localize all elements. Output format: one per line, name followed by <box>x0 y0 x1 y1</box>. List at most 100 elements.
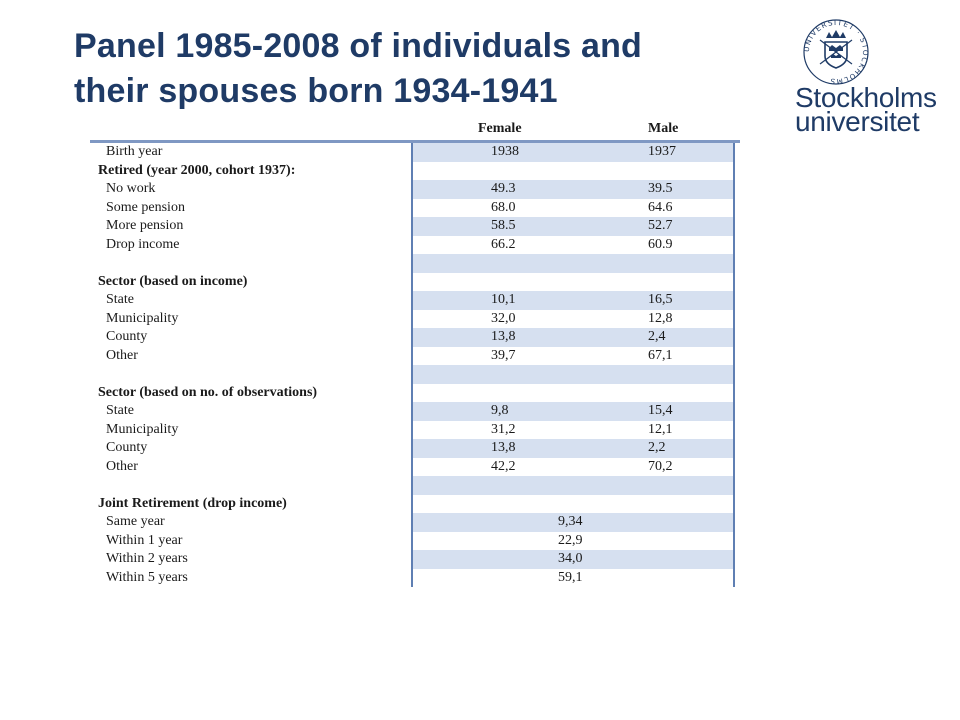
female-value: 58.5 <box>491 218 516 233</box>
joint-value: 22,9 <box>558 532 583 548</box>
table-row: Municipality 32,0 12,8 <box>92 309 736 328</box>
male-value: 60.9 <box>648 236 673 252</box>
row-label: State <box>106 403 134 418</box>
row-label: Within 1 year <box>106 532 183 548</box>
female-value: 32,0 <box>491 310 516 326</box>
female-value: 68.0 <box>491 199 516 215</box>
row-values: 58.5 52.7 <box>411 217 735 236</box>
female-value: 31,2 <box>491 421 516 437</box>
row-label: Municipality <box>106 310 179 326</box>
table-row: County 13,8 2,4 <box>92 328 736 347</box>
table-row: Birth year 1938 1937 <box>92 143 736 162</box>
row-label: No work <box>106 181 156 196</box>
row-values: 13,8 2,2 <box>411 439 735 458</box>
female-value: 9,8 <box>491 403 509 418</box>
female-value: 49.3 <box>491 181 516 196</box>
table-section-heading: Sector (based on income) <box>92 272 736 291</box>
male-value: 2,2 <box>648 440 666 455</box>
female-value: 13,8 <box>491 329 516 344</box>
joint-value: 59,1 <box>558 569 583 585</box>
row-label: Joint Retirement (drop income) <box>98 495 287 511</box>
female-value: 66.2 <box>491 236 516 252</box>
female-value: 39,7 <box>491 347 516 363</box>
row-label: Municipality <box>106 421 179 437</box>
header-female: Female <box>478 121 522 136</box>
male-value: 15,4 <box>648 403 673 418</box>
header-rule <box>90 140 740 143</box>
row-values: 9,8 15,4 <box>411 402 735 421</box>
table-row: No work 49.3 39.5 <box>92 180 736 199</box>
table-section-heading: Retired (year 2000, cohort 1937): <box>92 161 736 180</box>
row-values: 49.3 39.5 <box>411 180 735 199</box>
table-row: Other 39,7 67,1 <box>92 346 736 365</box>
university-seal-icon: UNIVERSITET · STOCKHOLMS <box>802 18 869 86</box>
female-value: 10,1 <box>491 292 516 307</box>
row-label: Sector (based on income) <box>98 273 248 289</box>
row-values: 59,1 <box>411 568 735 587</box>
table-row: Same year 9,34 <box>92 513 736 532</box>
table-row: Within 5 years 59,1 <box>92 568 736 587</box>
row-values <box>411 494 735 513</box>
row-values: 34,0 <box>411 550 735 569</box>
table-row <box>92 476 736 495</box>
table-row: State 10,1 16,5 <box>92 291 736 310</box>
row-label: Birth year <box>106 144 163 159</box>
row-values: 10,1 16,5 <box>411 291 735 310</box>
table-row <box>92 254 736 273</box>
table-row: State 9,8 15,4 <box>92 402 736 421</box>
table-body: Birth year 1938 1937 Retired (year 2000, co… <box>92 143 736 587</box>
header-male: Male <box>648 121 679 136</box>
row-label: Other <box>106 458 138 474</box>
table-row: Within 1 year 22,9 <box>92 531 736 550</box>
statistics-table: Female Male Birth year 1938 1937 Retired (y… <box>90 120 740 587</box>
male-value: 67,1 <box>648 347 673 363</box>
row-values <box>411 365 735 384</box>
title-line-1: Panel 1985-2008 of individuals and <box>74 27 643 65</box>
row-label: Other <box>106 347 138 363</box>
row-label: Within 2 years <box>106 551 188 566</box>
row-label: County <box>106 440 148 455</box>
row-label: Sector (based on no. of observations) <box>98 384 318 400</box>
male-value: 12,1 <box>648 421 673 437</box>
row-values: 42,2 70,2 <box>411 457 735 476</box>
table-row: Other 42,2 70,2 <box>92 457 736 476</box>
row-values: 22,9 <box>411 531 735 550</box>
table-row <box>92 365 736 384</box>
row-values: 1938 1937 <box>411 143 735 162</box>
row-values: 9,34 <box>411 513 735 532</box>
table-row: More pension 58.5 52.7 <box>92 217 736 236</box>
row-label: Drop income <box>106 236 180 252</box>
title-line-2: their spouses born 1934-1941 <box>74 72 558 110</box>
slide-title: Panel 1985-2008 of individuals and their… <box>74 24 774 114</box>
logo-wordmark: Stockholms universitet <box>795 82 937 137</box>
male-value: 2,4 <box>648 329 666 344</box>
row-label: County <box>106 329 148 344</box>
row-values <box>411 272 735 291</box>
row-label: State <box>106 292 134 307</box>
row-label: Retired (year 2000, cohort 1937): <box>98 162 296 178</box>
joint-value: 34,0 <box>558 551 583 566</box>
table-header: Female Male <box>92 120 736 140</box>
table-section-heading: Sector (based on no. of observations) <box>92 383 736 402</box>
row-values: 66.2 60.9 <box>411 235 735 254</box>
table-row: Municipality 31,2 12,1 <box>92 420 736 439</box>
logo-line-1: Stockholms <box>795 82 937 113</box>
female-value: 1938 <box>491 144 519 159</box>
row-values: 13,8 2,4 <box>411 328 735 347</box>
row-values: 31,2 12,1 <box>411 420 735 439</box>
row-label: Some pension <box>106 199 185 215</box>
row-values <box>411 383 735 402</box>
row-values <box>411 476 735 495</box>
male-value: 52.7 <box>648 218 673 233</box>
row-values: 32,0 12,8 <box>411 309 735 328</box>
row-values: 68.0 64.6 <box>411 198 735 217</box>
table-section-heading: Joint Retirement (drop income) <box>92 494 736 513</box>
female-value: 13,8 <box>491 440 516 455</box>
table-row: Drop income 66.2 60.9 <box>92 235 736 254</box>
logo-line-2: universitet <box>795 106 920 137</box>
female-value: 42,2 <box>491 458 516 474</box>
table-row: Some pension 68.0 64.6 <box>92 198 736 217</box>
male-value: 1937 <box>648 144 676 159</box>
row-label: More pension <box>106 218 184 233</box>
table-row: County 13,8 2,2 <box>92 439 736 458</box>
